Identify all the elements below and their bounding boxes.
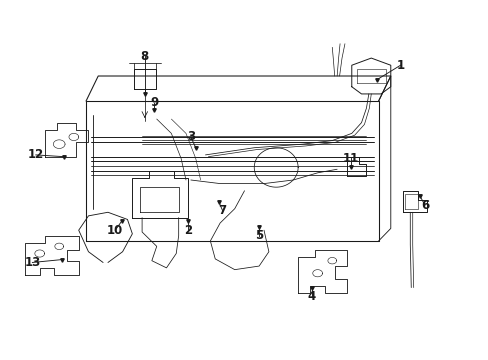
Text: 11: 11	[342, 152, 358, 165]
Text: 2: 2	[184, 224, 192, 237]
Text: 13: 13	[24, 256, 41, 269]
Text: 10: 10	[107, 224, 123, 237]
Text: 4: 4	[307, 290, 315, 303]
Text: 12: 12	[28, 148, 44, 161]
Text: 6: 6	[420, 199, 428, 212]
Text: 9: 9	[150, 96, 158, 109]
Text: 1: 1	[396, 59, 404, 72]
Text: 7: 7	[218, 204, 226, 217]
Text: 8: 8	[140, 50, 148, 63]
Text: 3: 3	[186, 130, 195, 144]
Text: 5: 5	[254, 229, 263, 242]
